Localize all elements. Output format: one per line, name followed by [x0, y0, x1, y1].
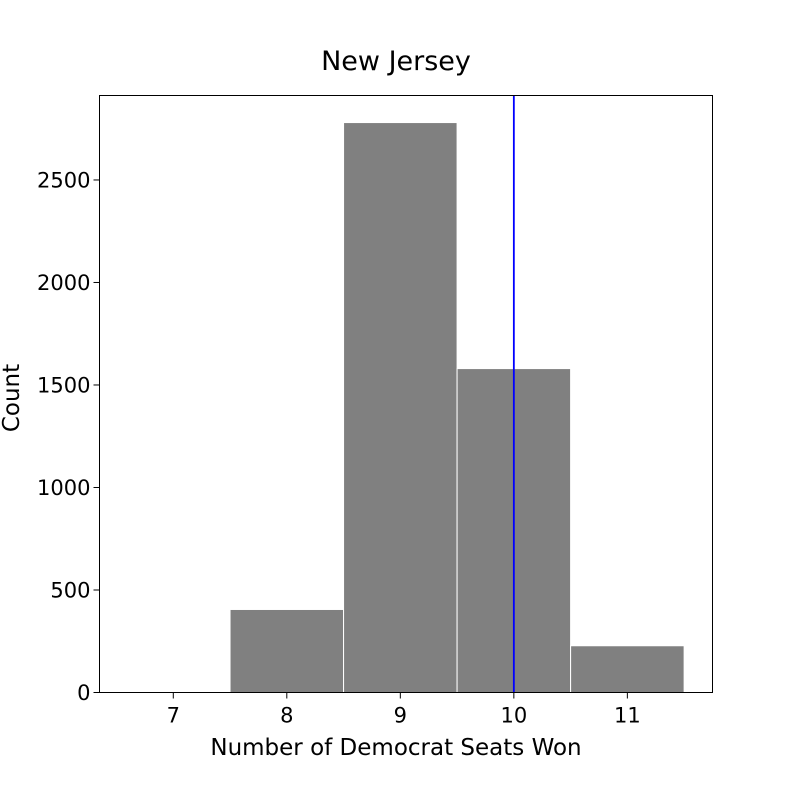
- x-tick-label-8: 8: [280, 704, 293, 728]
- x-axis-label: Number of Democrat Seats Won: [210, 735, 581, 761]
- y-axis-ticks: 0 500 1000 1500 2000 2500: [37, 168, 100, 705]
- bar-9: [343, 122, 458, 693]
- x-tick-label-7: 7: [167, 704, 180, 728]
- y-tick-label-500: 500: [50, 578, 90, 602]
- x-axis-ticks: 7 8 9 10 11: [167, 692, 641, 728]
- x-tick-label-11: 11: [614, 704, 641, 728]
- x-tick-label-10: 10: [500, 704, 527, 728]
- y-tick-label-1500: 1500: [37, 373, 90, 397]
- x-tick-label-9: 9: [394, 704, 407, 728]
- y-tick-label-2000: 2000: [37, 271, 90, 295]
- plot-frame: [99, 95, 713, 693]
- y-tick-label-0: 0: [77, 681, 90, 705]
- bar-8: [229, 608, 345, 693]
- y-tick-label-1000: 1000: [37, 476, 90, 500]
- bars-group: [229, 122, 685, 694]
- chart-title: New Jersey: [321, 46, 471, 77]
- y-tick-label-2500: 2500: [37, 168, 90, 192]
- bar-11: [570, 645, 685, 694]
- y-axis-label: Count: [0, 364, 25, 432]
